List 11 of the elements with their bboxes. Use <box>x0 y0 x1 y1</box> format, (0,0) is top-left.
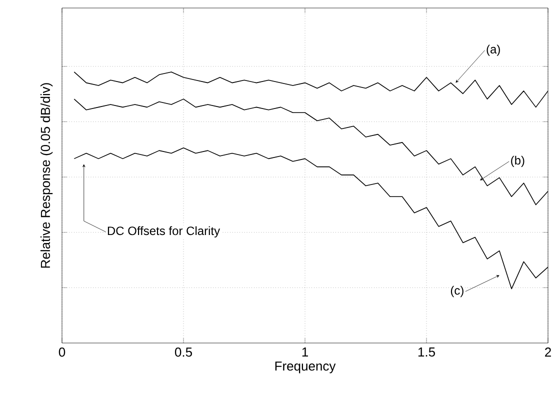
x-tick-label: 0 <box>58 348 66 357</box>
x-tick-label: 1.5 <box>418 348 435 357</box>
annotation: DC Offsets for Clarity <box>108 226 220 238</box>
x-tick-label: 0.5 <box>174 348 192 357</box>
x-tick-label: 1 <box>302 348 308 356</box>
y-axis-title: Relative Response (0.05 dB/div) <box>40 83 53 268</box>
annotation: (a) <box>486 44 500 56</box>
annotation: (b) <box>511 156 524 167</box>
x-axis-title: Frequency <box>275 362 336 374</box>
annotation: (c) <box>450 286 464 298</box>
x-tick-label: 2 <box>545 348 551 357</box>
